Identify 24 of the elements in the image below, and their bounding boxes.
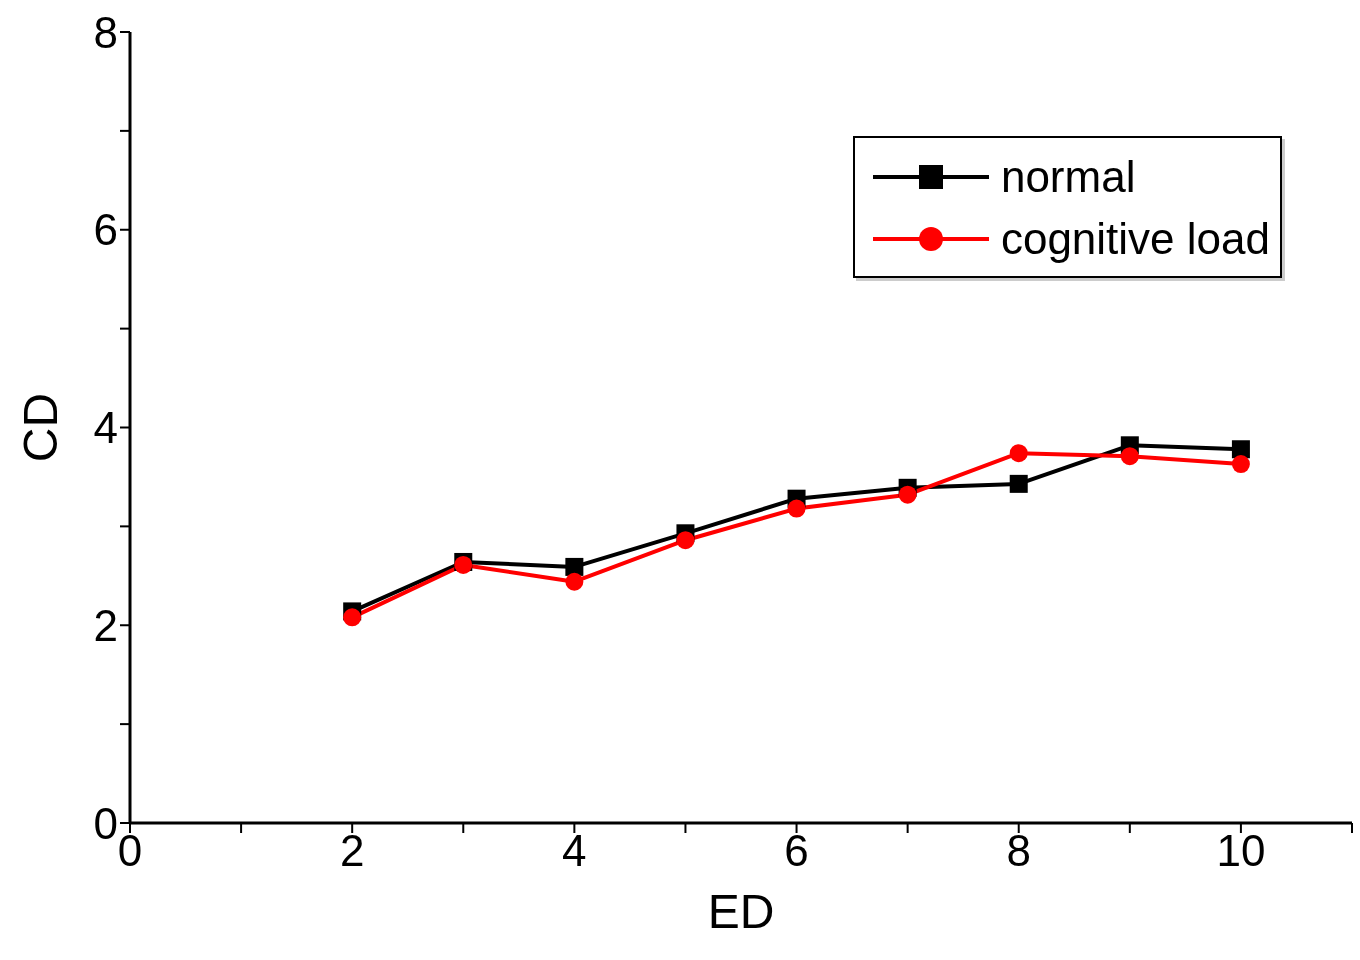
point	[787, 499, 806, 518]
y-tick-label: 8	[93, 7, 118, 57]
point	[898, 485, 917, 504]
x-tick-label: 4	[562, 826, 587, 876]
x-tick-label: 6	[784, 826, 809, 876]
point	[343, 608, 362, 627]
point	[1009, 444, 1028, 463]
point	[1231, 455, 1250, 474]
y-tick-label: 6	[93, 205, 118, 255]
y-tick-label: 2	[93, 600, 118, 650]
legend-label: normal	[1000, 152, 1136, 202]
legend-label: cognitive load	[1000, 214, 1270, 264]
point	[676, 531, 695, 550]
x-axis-title: ED	[707, 885, 775, 938]
point	[1231, 440, 1250, 459]
y-tick-label: 4	[93, 403, 118, 453]
x-tick-label: 8	[1006, 826, 1031, 876]
x-tick-label: 2	[339, 826, 365, 876]
x-tick-label: 10	[1216, 826, 1266, 876]
point	[565, 572, 584, 591]
y-axis-title: CD	[14, 392, 68, 463]
point	[565, 557, 584, 576]
point	[1009, 474, 1028, 493]
point	[1120, 447, 1139, 466]
